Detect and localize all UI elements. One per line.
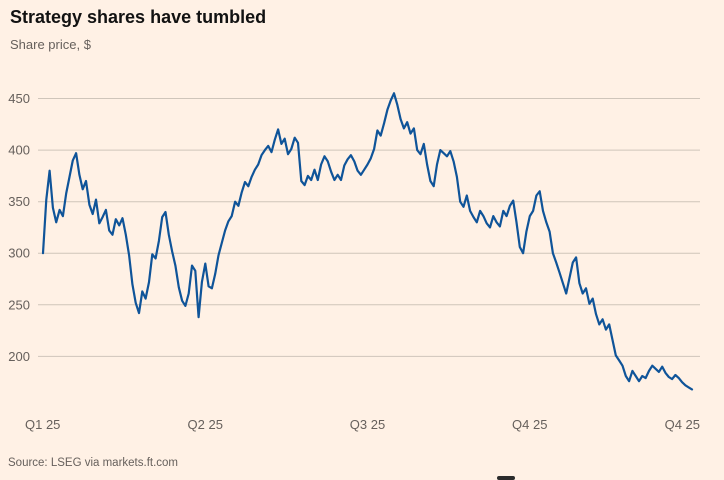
y-tick-label: 400 <box>8 143 30 158</box>
price-line <box>41 92 694 391</box>
chart-title: Strategy shares have tumbled <box>10 7 267 27</box>
price-line-chart: 200 250 300 350 400 450 Q1 25 Q2 25 Q3 25 Q4 25 Q4… <box>8 91 700 432</box>
x-tick-label: Q4 25 <box>512 417 547 432</box>
y-tick-label: 350 <box>8 194 30 209</box>
horizontal-scrollbar-thumb[interactable] <box>497 476 515 480</box>
y-tick-label: 200 <box>8 349 30 364</box>
y-tick-label: 450 <box>8 91 30 106</box>
chart-source: Source: LSEG via markets.ft.com <box>8 457 179 469</box>
x-tick-label: Q1 25 <box>25 417 60 432</box>
chart-subtitle: Share price, $ <box>10 37 91 52</box>
x-tick-label: Q4 25 <box>665 417 700 432</box>
x-tick-label: Q3 25 <box>350 417 385 432</box>
y-tick-label: 250 <box>8 297 30 312</box>
x-tick-label: Q2 25 <box>188 417 223 432</box>
y-tick-label: 300 <box>8 246 30 261</box>
